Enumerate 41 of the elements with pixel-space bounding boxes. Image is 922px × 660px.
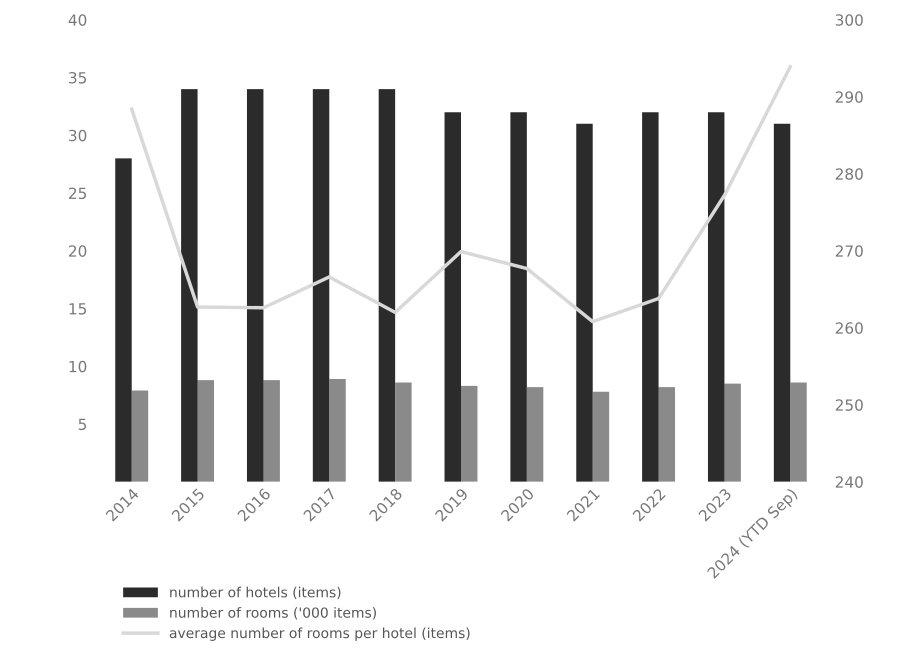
- bar: [378, 89, 396, 482]
- bar: [510, 112, 527, 482]
- y2-tick-label: 240: [836, 476, 863, 488]
- y2-tick-label: 270: [836, 245, 863, 257]
- bar: [592, 392, 610, 482]
- y-tick-label: 25: [69, 188, 86, 200]
- y2-tick-label: 280: [836, 168, 863, 180]
- bar: [198, 380, 214, 482]
- y-tick-label: 30: [69, 130, 86, 142]
- bar: [774, 124, 790, 482]
- legend-label: number of rooms ('000 items): [170, 607, 376, 620]
- bar: [461, 386, 478, 482]
- bar: [576, 124, 593, 482]
- bar: [181, 89, 198, 482]
- y-tick-label: 35: [69, 72, 86, 84]
- bar: [115, 158, 132, 482]
- bar: [708, 112, 724, 482]
- bar: [329, 379, 346, 482]
- legend-label: number of hotels (items): [170, 586, 340, 600]
- bar: [526, 387, 544, 482]
- y-tick-label: 20: [69, 245, 86, 257]
- bar: [312, 89, 330, 482]
- line-series: [130, 65, 792, 324]
- y2-tick-label: 250: [836, 399, 863, 411]
- y2-tick-label: 300: [836, 14, 863, 26]
- bar: [642, 112, 659, 482]
- bar: [263, 380, 280, 482]
- bar: [724, 384, 741, 482]
- y-tick-label: 40: [68, 14, 86, 26]
- legend-label: average number of rooms per hotel (items): [170, 627, 470, 641]
- y-tick-label: 10: [70, 360, 86, 372]
- bar: [246, 89, 264, 482]
- bar: [790, 382, 807, 482]
- bar: [658, 387, 676, 482]
- y-tick-label: 5: [78, 418, 86, 430]
- bar: [444, 112, 461, 482]
- bar: [395, 382, 412, 482]
- y2-tick-label: 260: [836, 322, 863, 334]
- bar: [132, 390, 148, 482]
- y2-tick-label: 290: [836, 91, 863, 103]
- y-tick-label: 15: [70, 303, 86, 315]
